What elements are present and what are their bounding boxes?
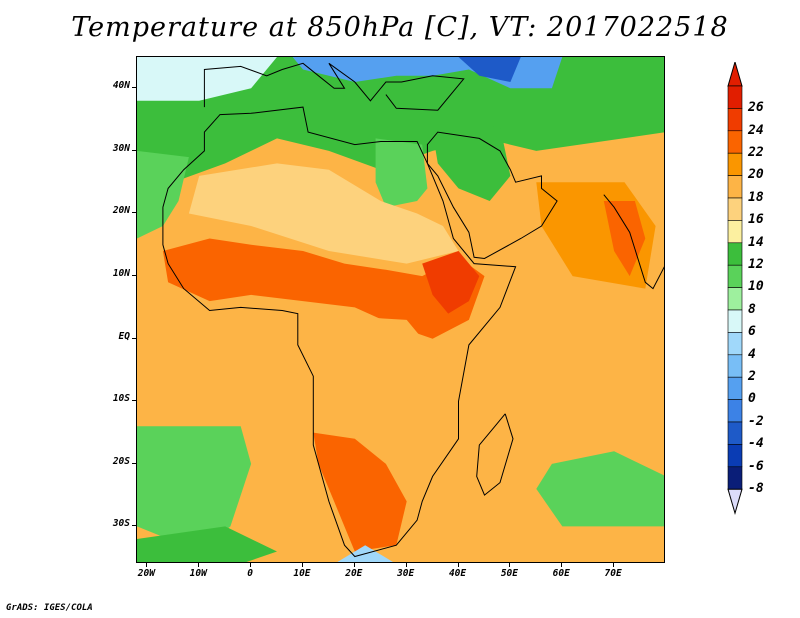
colorbar-label: 14 [748, 234, 764, 250]
colorbar-swatch [727, 85, 743, 109]
temp-region-south-atlantic-green [137, 426, 252, 552]
lon-tick-label: 40E [448, 568, 467, 579]
colorbar-swatch [727, 444, 743, 468]
colorbar-label: 6 [748, 324, 756, 340]
colorbar-label: 2 [748, 369, 756, 384]
temp-region-arabia-green [432, 125, 511, 201]
temp-region-horn-hot [422, 251, 480, 314]
colorbar-label: -2 [748, 413, 764, 429]
india-coast [603, 194, 664, 290]
colorbar-label: 16 [748, 212, 764, 228]
temp-region-congo-warm [303, 313, 438, 402]
europe-coast [203, 62, 465, 111]
lon-tick-label: 70E [604, 568, 622, 579]
temp-region-southern-africa-hot [313, 432, 407, 552]
colorbar-swatch [727, 197, 743, 221]
temp-region-deep-cold-caspian [458, 57, 521, 82]
lon-tick-label: 0 [247, 568, 253, 579]
colorbar-label: 10 [748, 279, 764, 295]
temp-region-south-atlantic-cool [137, 526, 277, 562]
lon-tick-label: 50E [500, 568, 518, 579]
colorbar-swatch [727, 220, 743, 244]
lat-tick-label: 10N [112, 268, 130, 280]
lat-tick-label: 20N [112, 205, 130, 217]
lon-tick-label: 60E [552, 568, 570, 579]
colorbar-swatch [727, 354, 743, 378]
colorbar-label: -4 [748, 436, 764, 452]
lon-tick-label: 20W [137, 568, 155, 579]
lat-tick-mark [132, 87, 136, 89]
lat-tick-mark [132, 337, 136, 339]
colorbar-label: 20 [748, 167, 764, 183]
lon-tick-mark [613, 563, 615, 567]
lon-tick-label: 10E [293, 568, 311, 579]
lat-tick-mark [132, 275, 136, 277]
africa-coast [162, 106, 517, 558]
colorbar-swatch [727, 264, 743, 288]
temp-region-india-hot [603, 201, 646, 277]
colorbar-swatch [727, 309, 743, 333]
colorbar-label: -8 [748, 481, 764, 496]
lat-tick-label: 40N [112, 80, 130, 92]
colorbar-label: -6 [748, 458, 764, 474]
lon-tick-mark [250, 563, 252, 567]
temp-region-sahara-warm [188, 163, 459, 264]
temp-region-egypt-green [375, 138, 428, 208]
colorbar-label: 24 [748, 122, 764, 138]
colorbar-swatch [727, 175, 743, 199]
lon-tick-label: 10W [189, 568, 207, 579]
colorbar-swatch [727, 242, 743, 266]
lon-tick-mark [405, 563, 407, 567]
colorbar-label: 26 [748, 100, 764, 116]
colorbar [727, 62, 743, 515]
lat-tick-label: 30N [112, 142, 130, 154]
temp-region-europe-cool [137, 57, 277, 101]
lat-tick-mark [132, 149, 136, 151]
lon-tick-mark [457, 563, 459, 567]
colorbar-swatch [727, 152, 743, 176]
lat-tick-label: EQ [118, 330, 130, 342]
lat-tick-mark [132, 525, 136, 527]
colorbar-swatch [727, 421, 743, 445]
lat-tick-mark [132, 400, 136, 402]
lon-tick-mark [561, 563, 563, 567]
lat-tick-label: 20S [112, 455, 130, 467]
temp-region-atlantic-north-green [137, 150, 189, 239]
colorbar-label: 0 [748, 391, 756, 407]
grads-credit: GrADS: IGES/COLA [6, 603, 93, 613]
colorbar-swatch [727, 287, 743, 311]
lon-tick-label: 30E [397, 568, 415, 579]
map-title: Temperature at 850hPa [C], VT: 201702251… [71, 12, 729, 43]
colorbar-swatch [727, 399, 743, 423]
lon-tick-mark [301, 563, 303, 567]
lon-tick-mark [198, 563, 200, 567]
colorbar-swatch [727, 466, 743, 490]
colorbar-label: 8 [748, 301, 756, 317]
temp-region-north-mid-band [137, 57, 664, 195]
colorbar-label: 12 [748, 257, 764, 272]
lat-tick-label: 30S [112, 518, 130, 530]
colorbar-swatch [727, 130, 743, 154]
lon-tick-mark [353, 563, 355, 567]
map-frame [136, 56, 665, 563]
colorbar-bottom-arrow [727, 488, 743, 515]
colorbar-label: 4 [748, 346, 756, 362]
madagascar-coast [476, 413, 514, 496]
colorbar-top-arrow [727, 62, 743, 87]
lat-tick-label: 10S [112, 393, 130, 405]
lon-tick-mark [146, 563, 148, 567]
lon-tick-label: 20E [345, 568, 363, 579]
colorbar-swatch [727, 108, 743, 132]
colorbar-swatch [727, 376, 743, 400]
colorbar-label: 22 [748, 145, 764, 160]
arabia-coast [426, 131, 558, 260]
lat-tick-mark [132, 462, 136, 464]
temp-region-west-africa-hot [162, 238, 485, 339]
temp-region-indian-ocean-green [536, 451, 664, 527]
colorbar-swatch [727, 332, 743, 356]
temperature-map [137, 57, 664, 562]
lat-tick-mark [132, 212, 136, 214]
colorbar-label: 18 [748, 189, 764, 205]
lon-tick-mark [509, 563, 511, 567]
